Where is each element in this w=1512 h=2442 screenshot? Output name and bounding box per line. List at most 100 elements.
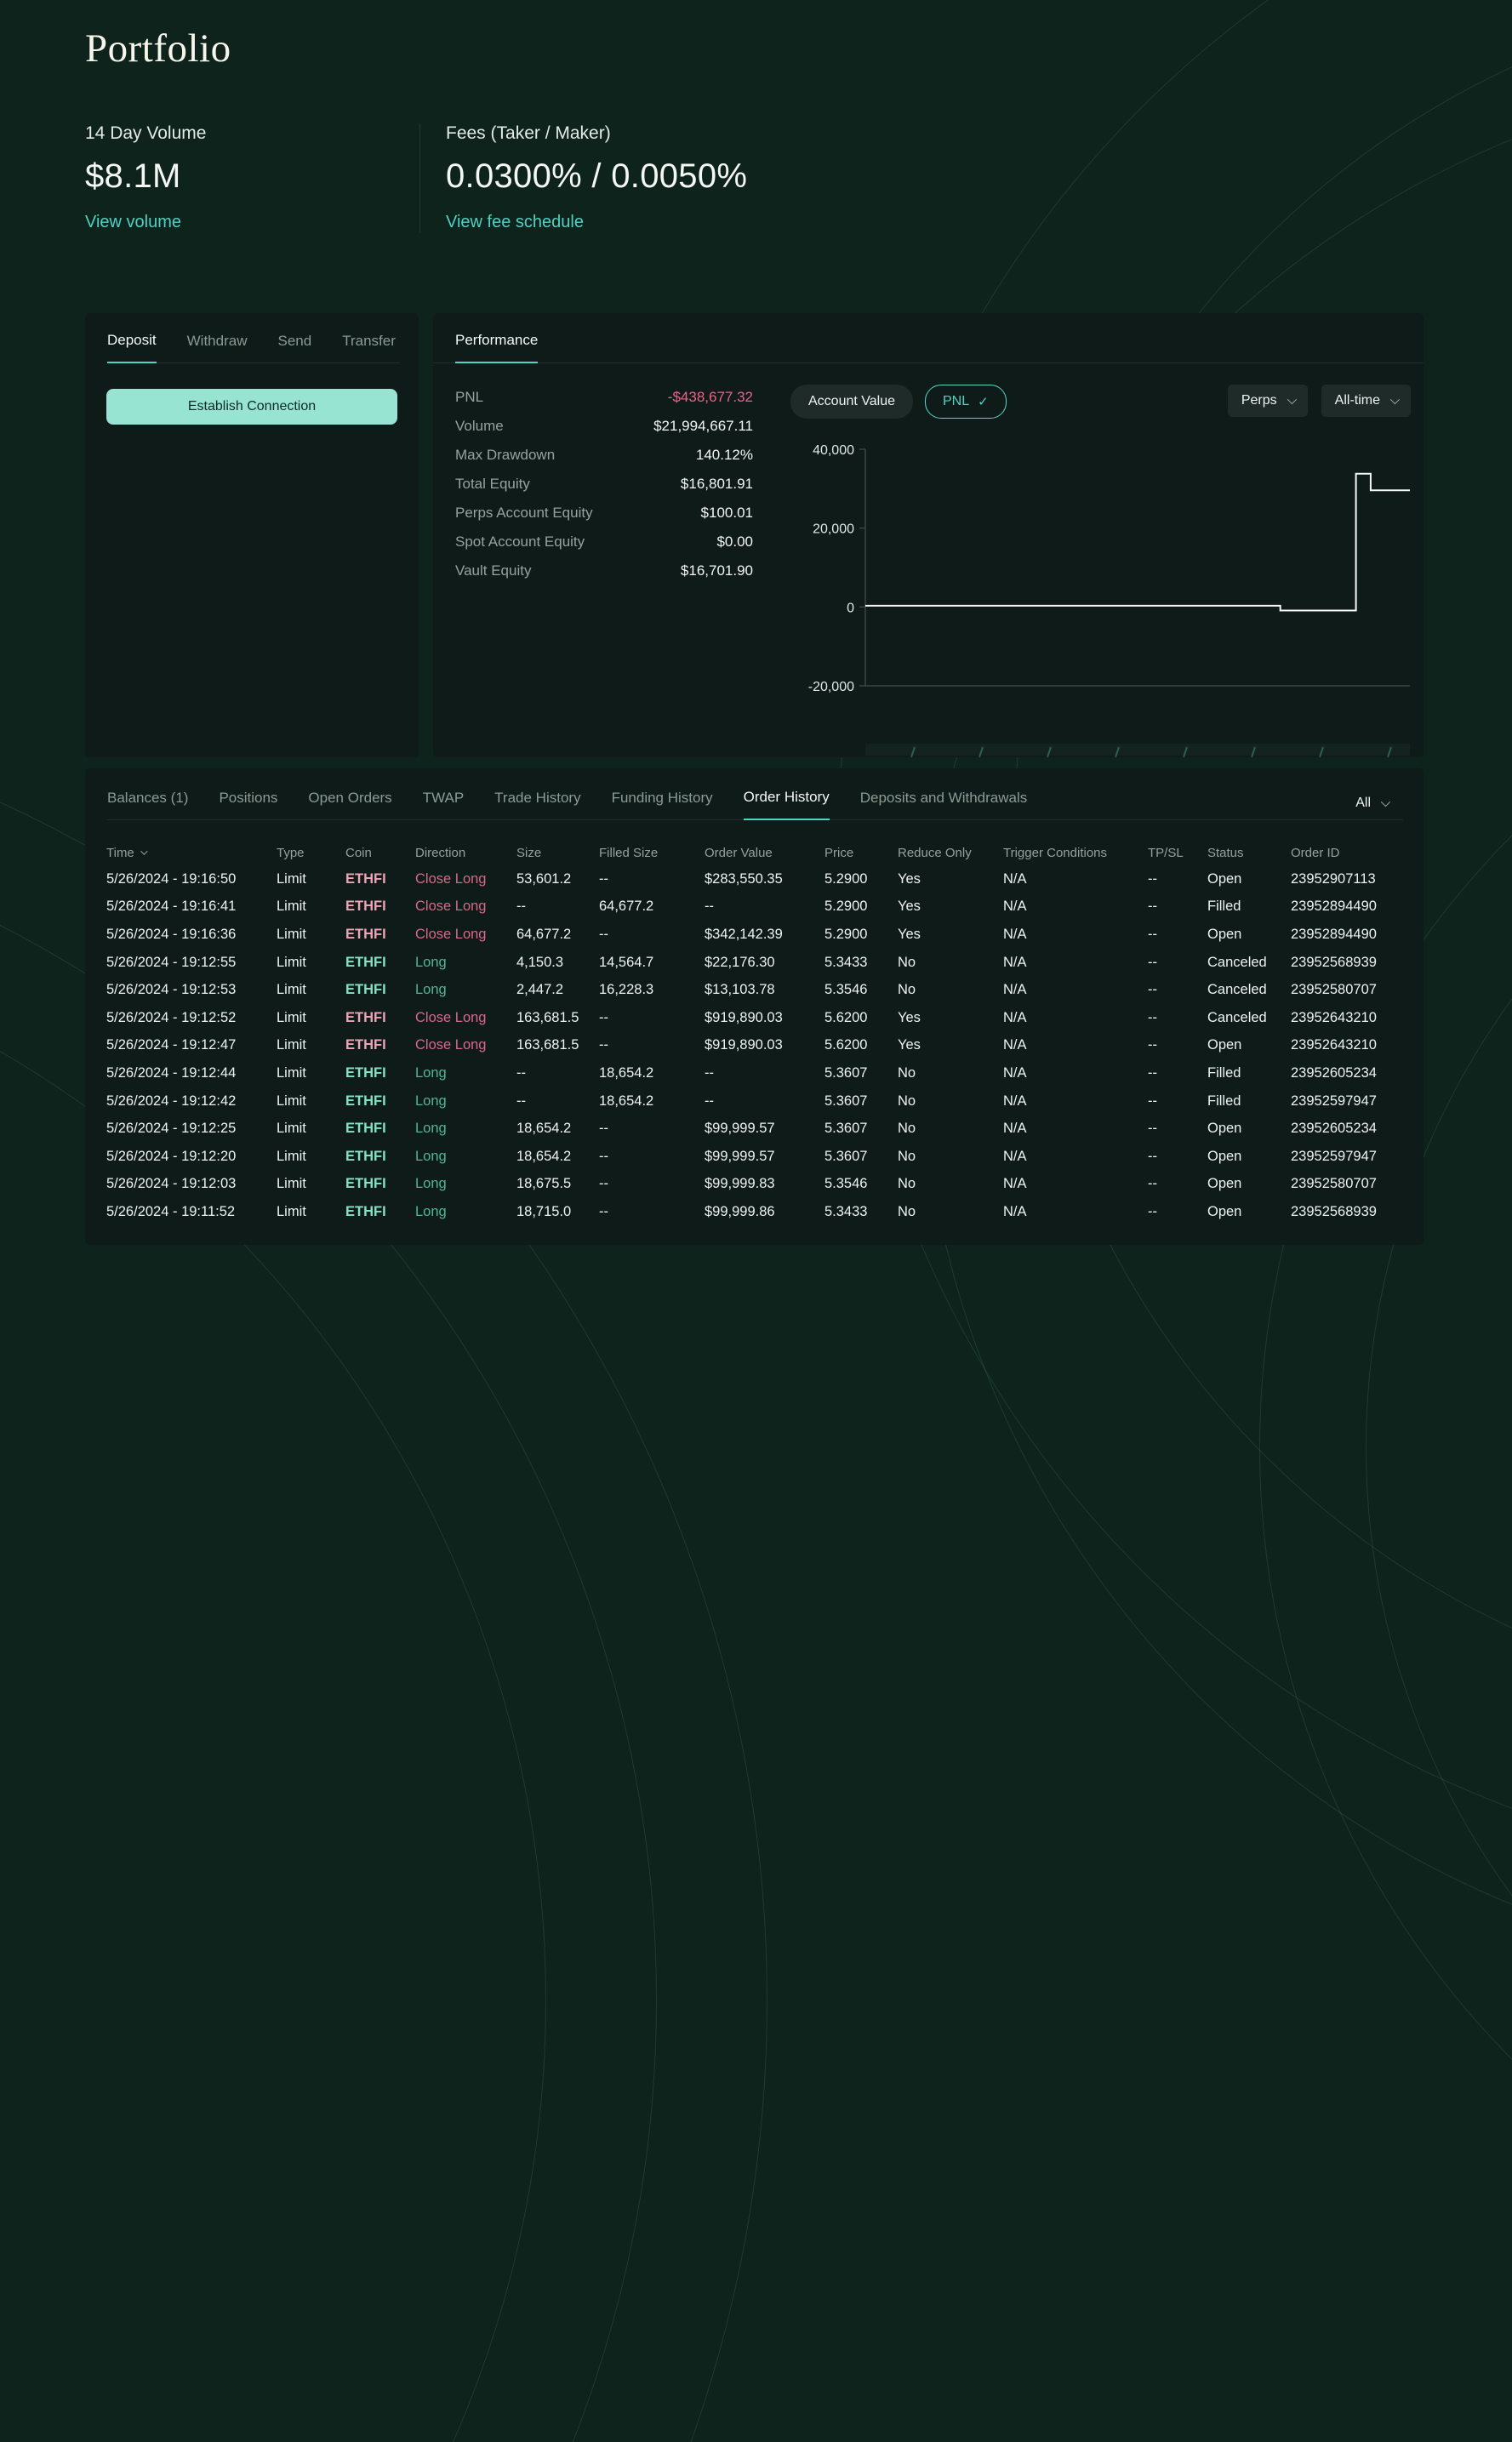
view-fee-schedule-link[interactable]: View fee schedule [446, 213, 584, 231]
metric-label: PNL [455, 389, 484, 405]
column-header-time[interactable]: Time [106, 846, 277, 860]
tab-order-history[interactable]: Order History [743, 789, 830, 820]
cell-coin: ETHFI [345, 926, 386, 942]
cell-direction: Long [415, 982, 447, 998]
table-row: 5/26/2024 - 19:12:03 Limit ETHFI Long 18,675… [106, 1171, 1412, 1199]
cell-filled: -- [599, 926, 608, 942]
cell-status: Filled [1207, 1093, 1241, 1109]
chevron-down-icon [1287, 394, 1297, 405]
tab-funding-history[interactable]: Funding History [611, 790, 713, 806]
column-header-size: Size [516, 845, 542, 860]
tab-trade-history[interactable]: Trade History [494, 790, 581, 806]
cell-coin: ETHFI [345, 899, 386, 915]
cell-filled: -- [599, 1121, 608, 1137]
cell-reduce_only: No [898, 954, 916, 970]
cell-price: 5.3607 [824, 1121, 868, 1137]
cell-tpsl: -- [1148, 954, 1157, 970]
pnl-toggle[interactable]: PNL ✓ [925, 385, 1007, 419]
cell-order_id: 23952568939 [1291, 954, 1377, 970]
tab-performance[interactable]: Performance [455, 332, 539, 363]
cell-tpsl: -- [1148, 1148, 1157, 1164]
cell-type: Limit [277, 870, 306, 887]
cell-type: Limit [277, 1148, 306, 1164]
tab-positions[interactable]: Positions [219, 790, 278, 806]
cell-status: Open [1207, 870, 1242, 887]
cell-reduce_only: No [898, 1203, 916, 1219]
cell-type: Limit [277, 1037, 306, 1053]
cell-status: Canceled [1207, 1009, 1267, 1025]
cell-trigger: N/A [1003, 1176, 1027, 1192]
cell-direction: Close Long [415, 1009, 487, 1025]
metric-row: PNL -$438,677.32 [455, 383, 753, 412]
column-header-price: Price [824, 845, 854, 860]
account-value-toggle[interactable]: Account Value [790, 385, 913, 419]
cell-coin: ETHFI [345, 1064, 386, 1081]
cell-reduce_only: Yes [898, 899, 921, 915]
cell-reduce_only: Yes [898, 926, 921, 942]
sort-chevron-icon [140, 847, 148, 855]
metric-label: Vault Equity [455, 562, 532, 579]
cell-size: -- [516, 1093, 526, 1109]
metric-row: Volume $21,994,667.11 [455, 412, 753, 441]
cell-size: 163,681.5 [516, 1009, 579, 1025]
view-volume-link[interactable]: View volume [85, 213, 182, 231]
cell-tpsl: -- [1148, 870, 1157, 887]
metric-label: Perps Account Equity [455, 505, 593, 521]
cell-filled: 18,654.2 [599, 1093, 654, 1109]
tab-withdraw[interactable]: Withdraw [186, 333, 248, 349]
metric-row: Perps Account Equity $100.01 [455, 499, 753, 528]
cell-tpsl: -- [1148, 1064, 1157, 1081]
tab-deposit[interactable]: Deposit [107, 332, 157, 363]
cell-reduce_only: No [898, 1176, 916, 1192]
cell-filled: -- [599, 1176, 608, 1192]
tab-twap[interactable]: TWAP [422, 790, 465, 806]
cell-trigger: N/A [1003, 1203, 1027, 1219]
market-dropdown[interactable]: Perps [1227, 385, 1308, 417]
cell-filled: -- [599, 1203, 608, 1219]
cell-tpsl: -- [1148, 1009, 1157, 1025]
tab-balances-1-[interactable]: Balances (1) [107, 790, 189, 806]
cell-order_value: -- [705, 1093, 714, 1109]
metric-label: Total Equity [455, 476, 530, 492]
tab-deposits-and-withdrawals[interactable]: Deposits and Withdrawals [859, 790, 1028, 806]
chevron-down-icon [1380, 796, 1391, 807]
orders-filter-dropdown[interactable]: All [1342, 789, 1401, 818]
orders-tabs: Balances (1) Positions Open Orders TWAP Trad… [107, 789, 1403, 820]
table-row: 5/26/2024 - 19:16:41 Limit ETHFI Close Long… [106, 893, 1412, 921]
cell-trigger: N/A [1003, 1009, 1027, 1025]
cell-order_id: 23952597947 [1291, 1093, 1377, 1109]
orders-panel: Balances (1) Positions Open Orders TWAP Trad… [85, 768, 1424, 1245]
cell-filled: -- [599, 870, 608, 887]
cell-price: 5.2900 [824, 899, 868, 915]
cell-size: 2,447.2 [516, 982, 564, 998]
cell-time: 5/26/2024 - 19:12:55 [106, 954, 237, 970]
timeframe-dropdown[interactable]: All-time [1321, 385, 1411, 417]
cell-direction: Close Long [415, 870, 487, 887]
tab-open-orders[interactable]: Open Orders [308, 790, 392, 806]
cell-order_value: $99,999.57 [705, 1148, 775, 1164]
cell-filled: -- [599, 1148, 608, 1164]
metric-row: Max Drawdown 140.12% [455, 441, 753, 470]
cell-order_id: 23952605234 [1291, 1064, 1377, 1081]
tab-transfer[interactable]: Transfer [342, 333, 396, 349]
table-row: 5/26/2024 - 19:16:36 Limit ETHFI Close Long… [106, 921, 1412, 949]
cell-coin: ETHFI [345, 982, 386, 998]
cell-order_id: 23952894490 [1291, 926, 1377, 942]
cell-type: Limit [277, 1203, 306, 1219]
cell-order_value: $22,176.30 [705, 954, 775, 970]
cell-time: 5/26/2024 - 19:12:20 [106, 1148, 237, 1164]
cell-order_id: 23952643210 [1291, 1037, 1377, 1053]
cell-time: 5/26/2024 - 19:12:47 [106, 1037, 237, 1053]
tab-send[interactable]: Send [277, 333, 312, 349]
performance-metrics: PNL -$438,677.32 Volume $21,994,667.11 Max D… [455, 383, 753, 585]
establish-connection-button[interactable]: Establish Connection [106, 389, 397, 425]
column-header-type: Type [277, 845, 305, 860]
cell-coin: ETHFI [345, 1176, 386, 1192]
cell-type: Limit [277, 926, 306, 942]
cell-order_value: $919,890.03 [705, 1009, 783, 1025]
cell-reduce_only: Yes [898, 1037, 921, 1053]
cell-status: Filled [1207, 1064, 1241, 1081]
table-row: 5/26/2024 - 19:12:53 Limit ETHFI Long 2,447.… [106, 976, 1412, 1004]
volume-stat-value: $8.1M [85, 157, 181, 195]
cell-status: Open [1207, 1176, 1242, 1192]
